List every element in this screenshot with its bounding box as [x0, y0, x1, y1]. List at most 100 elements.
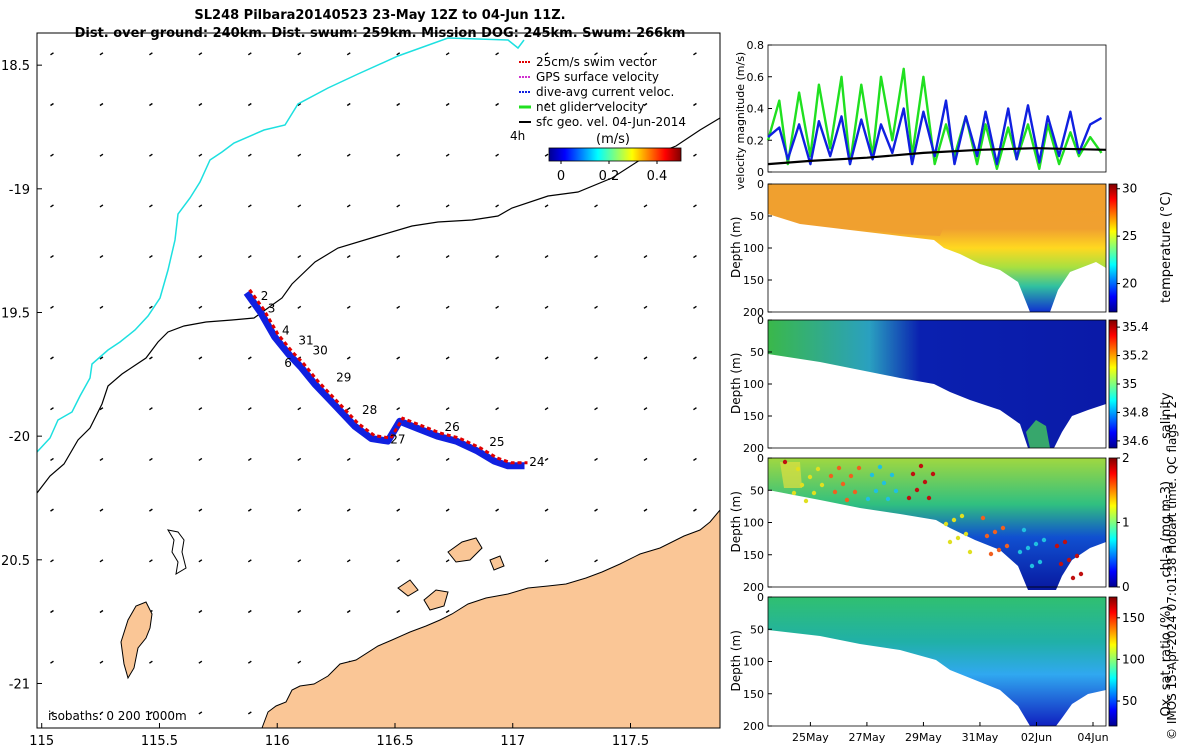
- map-y-tick-label: 18.5: [1, 59, 30, 74]
- velocity-series-line: [767, 99, 1103, 166]
- island-small-5: [397, 579, 419, 597]
- chla-sample-dot: [1021, 527, 1027, 533]
- chla-sample-dot: [959, 513, 965, 519]
- velocity-y-tick-label: 0.8: [747, 39, 765, 52]
- map-colorbar-tick-label: 0.4: [647, 169, 668, 184]
- velocity-arrow: [297, 102, 302, 107]
- chla-sample-dot: [799, 482, 805, 488]
- colorbar-label: chl-a (mg m-3): [1159, 481, 1174, 578]
- chla-sample-dot: [856, 465, 862, 471]
- velocity-arrow: [99, 52, 104, 56]
- velocity-arrow: [50, 153, 54, 157]
- velocity-arrow: [693, 52, 697, 56]
- salinity-deep-pocket: [1026, 420, 1050, 448]
- chla-sample-dot: [865, 496, 871, 502]
- velocity-arrow: [346, 407, 351, 411]
- chla-sample-dot: [893, 488, 899, 494]
- velocity-arrow: [445, 204, 450, 208]
- velocity-arrow: [693, 153, 697, 157]
- velocity-arrow: [544, 508, 549, 512]
- colorbar-tick-label: 34.6: [1122, 434, 1149, 448]
- velocity-arrow: [693, 508, 697, 512]
- velocity-arrow: [198, 255, 203, 259]
- track-day-label: 27: [390, 433, 405, 447]
- chla-sample-dot: [819, 482, 825, 488]
- depth-tick-label: 150: [743, 274, 764, 287]
- chla-sample-dot: [815, 466, 821, 472]
- velocity-arrow: [346, 52, 351, 56]
- velocity-arrow: [445, 305, 450, 309]
- velocity-arrow: [99, 407, 104, 411]
- velocity-arrow: [99, 255, 104, 259]
- velocity-arrow: [50, 52, 54, 56]
- track-day-label: 2: [261, 289, 269, 303]
- velocity-arrow: [594, 255, 598, 259]
- map-x-tick-label: 116.5: [376, 734, 413, 749]
- velocity-arrow: [643, 457, 648, 461]
- velocity-arrow: [643, 52, 648, 56]
- chla-sample-dot: [852, 489, 858, 495]
- depth-tick-label: 50: [750, 484, 764, 497]
- track-day-label: 29: [336, 371, 351, 385]
- map-frame: [36, 32, 721, 729]
- map-colorbar: (m/s) 0 0.2 0.4: [548, 132, 682, 184]
- velocity-arrow: [247, 356, 252, 360]
- depth-tick-label: 200: [743, 442, 764, 455]
- velocity-arrow: [149, 204, 153, 208]
- velocity-arrow: [445, 255, 450, 259]
- chla-sample-dot: [1062, 539, 1068, 545]
- velocity-y-tick-label: 0: [757, 166, 764, 179]
- map-colorbar-ticks: 0 0.2 0.4: [557, 161, 667, 184]
- depth-ylabel: Depth (m): [729, 353, 743, 414]
- date-tick-label: 29May: [905, 731, 942, 744]
- velocity-arrow: [495, 102, 500, 107]
- velocity-arrow: [50, 204, 54, 208]
- velocity-arrow: [495, 356, 500, 360]
- island-small-3: [489, 555, 505, 571]
- velocity-arrow: [396, 407, 401, 411]
- velocity-arrow: [594, 559, 598, 563]
- velocity-arrow: [99, 356, 104, 360]
- velocity-arrow: [198, 508, 203, 512]
- depth-tick-label: 150: [743, 688, 764, 701]
- depth-tick-label: 0: [757, 452, 764, 465]
- velocity-arrow: [50, 255, 54, 259]
- velocity-arrow: [149, 255, 153, 259]
- chla-sample-dot: [930, 471, 936, 477]
- velocity-arrow: [247, 559, 252, 563]
- velocity-arrow: [445, 559, 450, 563]
- depth-tick-label: 50: [750, 623, 764, 636]
- chla-sample-dot: [1017, 549, 1023, 555]
- chla-sample-dot: [951, 517, 957, 523]
- velocity-arrow: [495, 204, 500, 208]
- track-day-label: 3: [268, 301, 276, 315]
- chla-sample-dot: [1066, 557, 1072, 563]
- velocity-panel: 0 0.2 0.4 0.6 0.8 velocity magnitude (m/s): [734, 39, 1107, 190]
- velocity-arrow: [346, 204, 351, 208]
- depth-tick-label: 0: [757, 178, 764, 191]
- velocity-arrow: [495, 153, 500, 157]
- chla-sample-dot: [1004, 543, 1010, 549]
- velocity-arrow: [50, 407, 54, 411]
- colorbar-tick-label: 1: [1122, 516, 1130, 530]
- velocity-arrow: [594, 204, 598, 208]
- velocity-arrow: [396, 255, 401, 259]
- chla-sample-dot: [1041, 537, 1047, 543]
- velocity-arrow: [544, 407, 549, 411]
- colorbar-tick-label: 35.2: [1122, 349, 1149, 363]
- chla-sample-dot: [967, 549, 973, 555]
- velocity-arrow: [149, 102, 153, 107]
- track-day-label: 30: [313, 344, 328, 358]
- colorbar-tick-label: 150: [1122, 611, 1145, 625]
- chla-bottle-samples: [782, 459, 1084, 581]
- velocity-arrow: [693, 407, 697, 411]
- velocity-arrow: [247, 153, 252, 157]
- colorbar-tick-label: 35: [1122, 377, 1137, 391]
- velocity-arrow: [149, 356, 153, 360]
- chla-sample-dot: [922, 479, 928, 485]
- velocity-arrow: [643, 305, 648, 309]
- velocity-arrow: [50, 305, 54, 309]
- depth-tick-label: 100: [743, 656, 764, 669]
- depth-tick-label: 100: [743, 242, 764, 255]
- chla-sample-dot: [926, 495, 932, 501]
